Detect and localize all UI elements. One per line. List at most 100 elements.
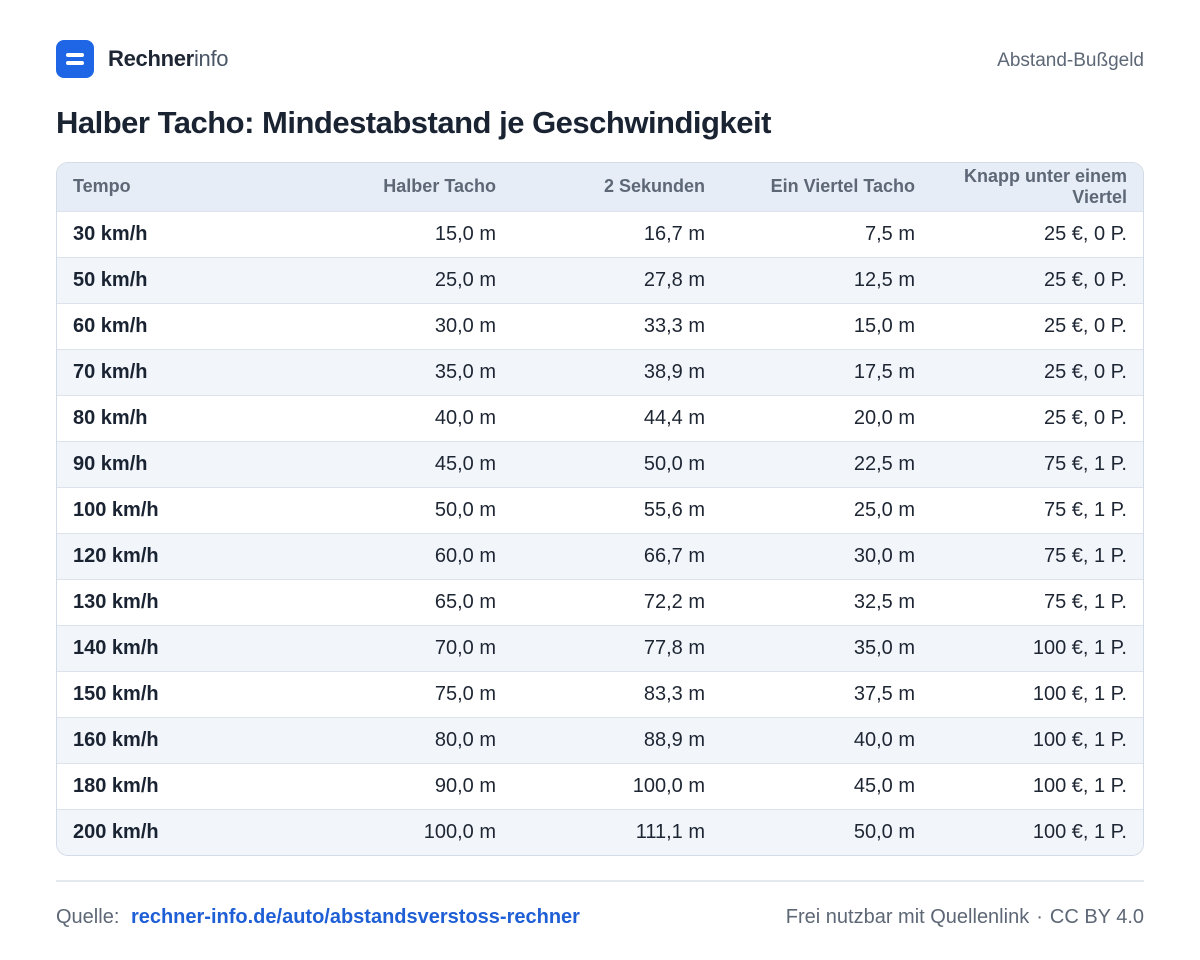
value-cell: 17,5 m — [853, 360, 915, 383]
speed-cell: 120 km/h — [73, 544, 159, 567]
column-header: 2 Sekunden — [603, 176, 705, 197]
value-cell: 75 €, 1 P. — [1043, 452, 1127, 475]
value-cell: 75 €, 1 P. — [1043, 590, 1127, 613]
value-cell: 83,3 m — [643, 682, 705, 705]
value-cell: 55,6 m — [643, 498, 705, 521]
value-cell: 60,0 m — [434, 544, 496, 567]
table-row: 160 km/h 80,0 m 88,9 m 40,0 m 100 €, 1 P. — [57, 717, 1143, 763]
value-cell: 32,5 m — [853, 590, 915, 613]
speed-cell: 70 km/h — [73, 360, 148, 383]
logo-text-strong: Rechner — [108, 46, 194, 71]
logo-icon[interactable] — [56, 40, 94, 78]
column-header: Ein Viertel Tacho — [770, 176, 915, 197]
value-cell: 40,0 m — [853, 728, 915, 751]
value-cell: 75,0 m — [434, 682, 496, 705]
value-cell: 80,0 m — [434, 728, 496, 751]
value-cell: 30,0 m — [853, 544, 915, 567]
table-row: 140 km/h 70,0 m 77,8 m 35,0 m 100 €, 1 P. — [57, 625, 1143, 671]
value-cell: 33,3 m — [643, 314, 705, 337]
value-cell: 12,5 m — [853, 268, 915, 291]
value-cell: 72,2 m — [643, 590, 705, 613]
value-cell: 100 €, 1 P. — [1032, 636, 1127, 659]
value-cell: 25 €, 0 P. — [1043, 222, 1127, 245]
value-cell: 37,5 m — [853, 682, 915, 705]
value-cell: 100 €, 1 P. — [1032, 774, 1127, 797]
value-cell: 65,0 m — [434, 590, 496, 613]
value-cell: 15,0 m — [434, 222, 496, 245]
logo-wordmark[interactable]: Rechnerinfo — [108, 46, 229, 72]
speed-cell: 140 km/h — [73, 636, 159, 659]
license-note: Frei nutzbar mit Quellenlink — [785, 906, 1030, 928]
table-row: 100 km/h 50,0 m 55,6 m 25,0 m 75 €, 1 P. — [57, 487, 1143, 533]
speed-cell: 160 km/h — [73, 728, 159, 751]
value-cell: 40,0 m — [434, 406, 496, 429]
speed-cell: 90 km/h — [73, 452, 148, 475]
value-cell: 90,0 m — [434, 774, 496, 797]
table-body: 30 km/h 15,0 m 16,7 m 7,5 m 25 €, 0 P. 50 km/… — [57, 211, 1143, 855]
value-cell: 25 €, 0 P. — [1043, 360, 1127, 383]
speed-cell: 50 km/h — [73, 268, 148, 291]
speed-cell: 150 km/h — [73, 682, 159, 705]
license-name: CC BY 4.0 — [1049, 906, 1144, 928]
value-cell: 38,9 m — [643, 360, 705, 383]
logo-text-light: info — [193, 46, 229, 71]
column-header: Knapp unter einem Viertel — [963, 165, 1127, 207]
value-cell: 35,0 m — [853, 636, 915, 659]
distance-table-grid: Tempo Halber Tacho 2 Sekunden Ein Viertel T… — [57, 163, 1143, 855]
value-cell: 100 €, 1 P. — [1032, 728, 1127, 751]
speed-cell: 200 km/h — [73, 820, 159, 843]
value-cell: 27,8 m — [643, 268, 705, 291]
value-cell: 100,0 m — [632, 774, 705, 797]
table-row: 90 km/h 45,0 m 50,0 m 22,5 m 75 €, 1 P. — [57, 441, 1143, 487]
speed-cell: 60 km/h — [73, 314, 148, 337]
value-cell: 20,0 m — [853, 406, 915, 429]
value-cell: 44,4 m — [643, 406, 705, 429]
license-separator: · — [1036, 906, 1043, 928]
value-cell: 25 €, 0 P. — [1043, 314, 1127, 337]
section-label: Abstand-Bußgeld — [997, 50, 1144, 71]
value-cell: 50,0 m — [643, 452, 705, 475]
table-header: Tempo Halber Tacho 2 Sekunden Ein Viertel T… — [57, 163, 1143, 211]
table-row: 180 km/h 90,0 m 100,0 m 45,0 m 100 €, 1 P. — [57, 763, 1143, 809]
table-row: 120 km/h 60,0 m 66,7 m 30,0 m 75 €, 1 P. — [57, 533, 1143, 579]
value-cell: 45,0 m — [853, 774, 915, 797]
value-cell: 100 €, 1 P. — [1032, 682, 1127, 705]
value-cell: 25,0 m — [853, 498, 915, 521]
value-cell: 70,0 m — [434, 636, 496, 659]
speed-cell: 130 km/h — [73, 590, 159, 613]
table-row: 130 km/h 65,0 m 72,2 m 32,5 m 75 €, 1 P. — [57, 579, 1143, 625]
value-cell: 100,0 m — [423, 820, 496, 843]
page-footer: Quelle: rechner-info.de/auto/abstandsver… — [56, 906, 1144, 929]
value-cell: 22,5 m — [853, 452, 915, 475]
source-label: Quelle: — [56, 906, 120, 928]
value-cell: 75 €, 1 P. — [1043, 544, 1127, 567]
speed-cell: 180 km/h — [73, 774, 159, 797]
value-cell: 111,1 m — [635, 820, 705, 843]
column-header: Tempo — [73, 176, 131, 197]
table-row: 150 km/h 75,0 m 83,3 m 37,5 m 100 €, 1 P. — [57, 671, 1143, 717]
table-row: 200 km/h 100,0 m 111,1 m 50,0 m 100 €, 1 P. — [57, 809, 1143, 855]
page-title: Halber Tacho: Mindestabstand je Geschwin… — [56, 105, 771, 140]
value-cell: 66,7 m — [643, 544, 705, 567]
value-cell: 75 €, 1 P. — [1043, 498, 1127, 521]
table-row: 70 km/h 35,0 m 38,9 m 17,5 m 25 €, 0 P. — [57, 349, 1143, 395]
table-header-row: Tempo Halber Tacho 2 Sekunden Ein Viertel T… — [57, 163, 1143, 211]
value-cell: 7,5 m — [864, 222, 915, 245]
value-cell: 16,7 m — [643, 222, 705, 245]
value-cell: 35,0 m — [434, 360, 496, 383]
value-cell: 88,9 m — [643, 728, 705, 751]
value-cell: 45,0 m — [434, 452, 496, 475]
source-link[interactable]: rechner-info.de/auto/abstandsverstoss-re… — [130, 906, 580, 928]
value-cell: 50,0 m — [853, 820, 915, 843]
value-cell: 15,0 m — [853, 314, 915, 337]
table-row: 30 km/h 15,0 m 16,7 m 7,5 m 25 €, 0 P. — [57, 211, 1143, 257]
distance-table: Tempo Halber Tacho 2 Sekunden Ein Viertel T… — [56, 162, 1144, 856]
value-cell: 77,8 m — [643, 636, 705, 659]
value-cell: 25 €, 0 P. — [1043, 268, 1127, 291]
speed-cell: 80 km/h — [73, 406, 148, 429]
logo-icon-bar-top — [66, 53, 84, 57]
value-cell: 25 €, 0 P. — [1043, 406, 1127, 429]
value-cell: 25,0 m — [434, 268, 496, 291]
license-info: Frei nutzbar mit Quellenlink · CC BY 4.0 — [786, 906, 1144, 929]
value-cell: 30,0 m — [434, 314, 496, 337]
